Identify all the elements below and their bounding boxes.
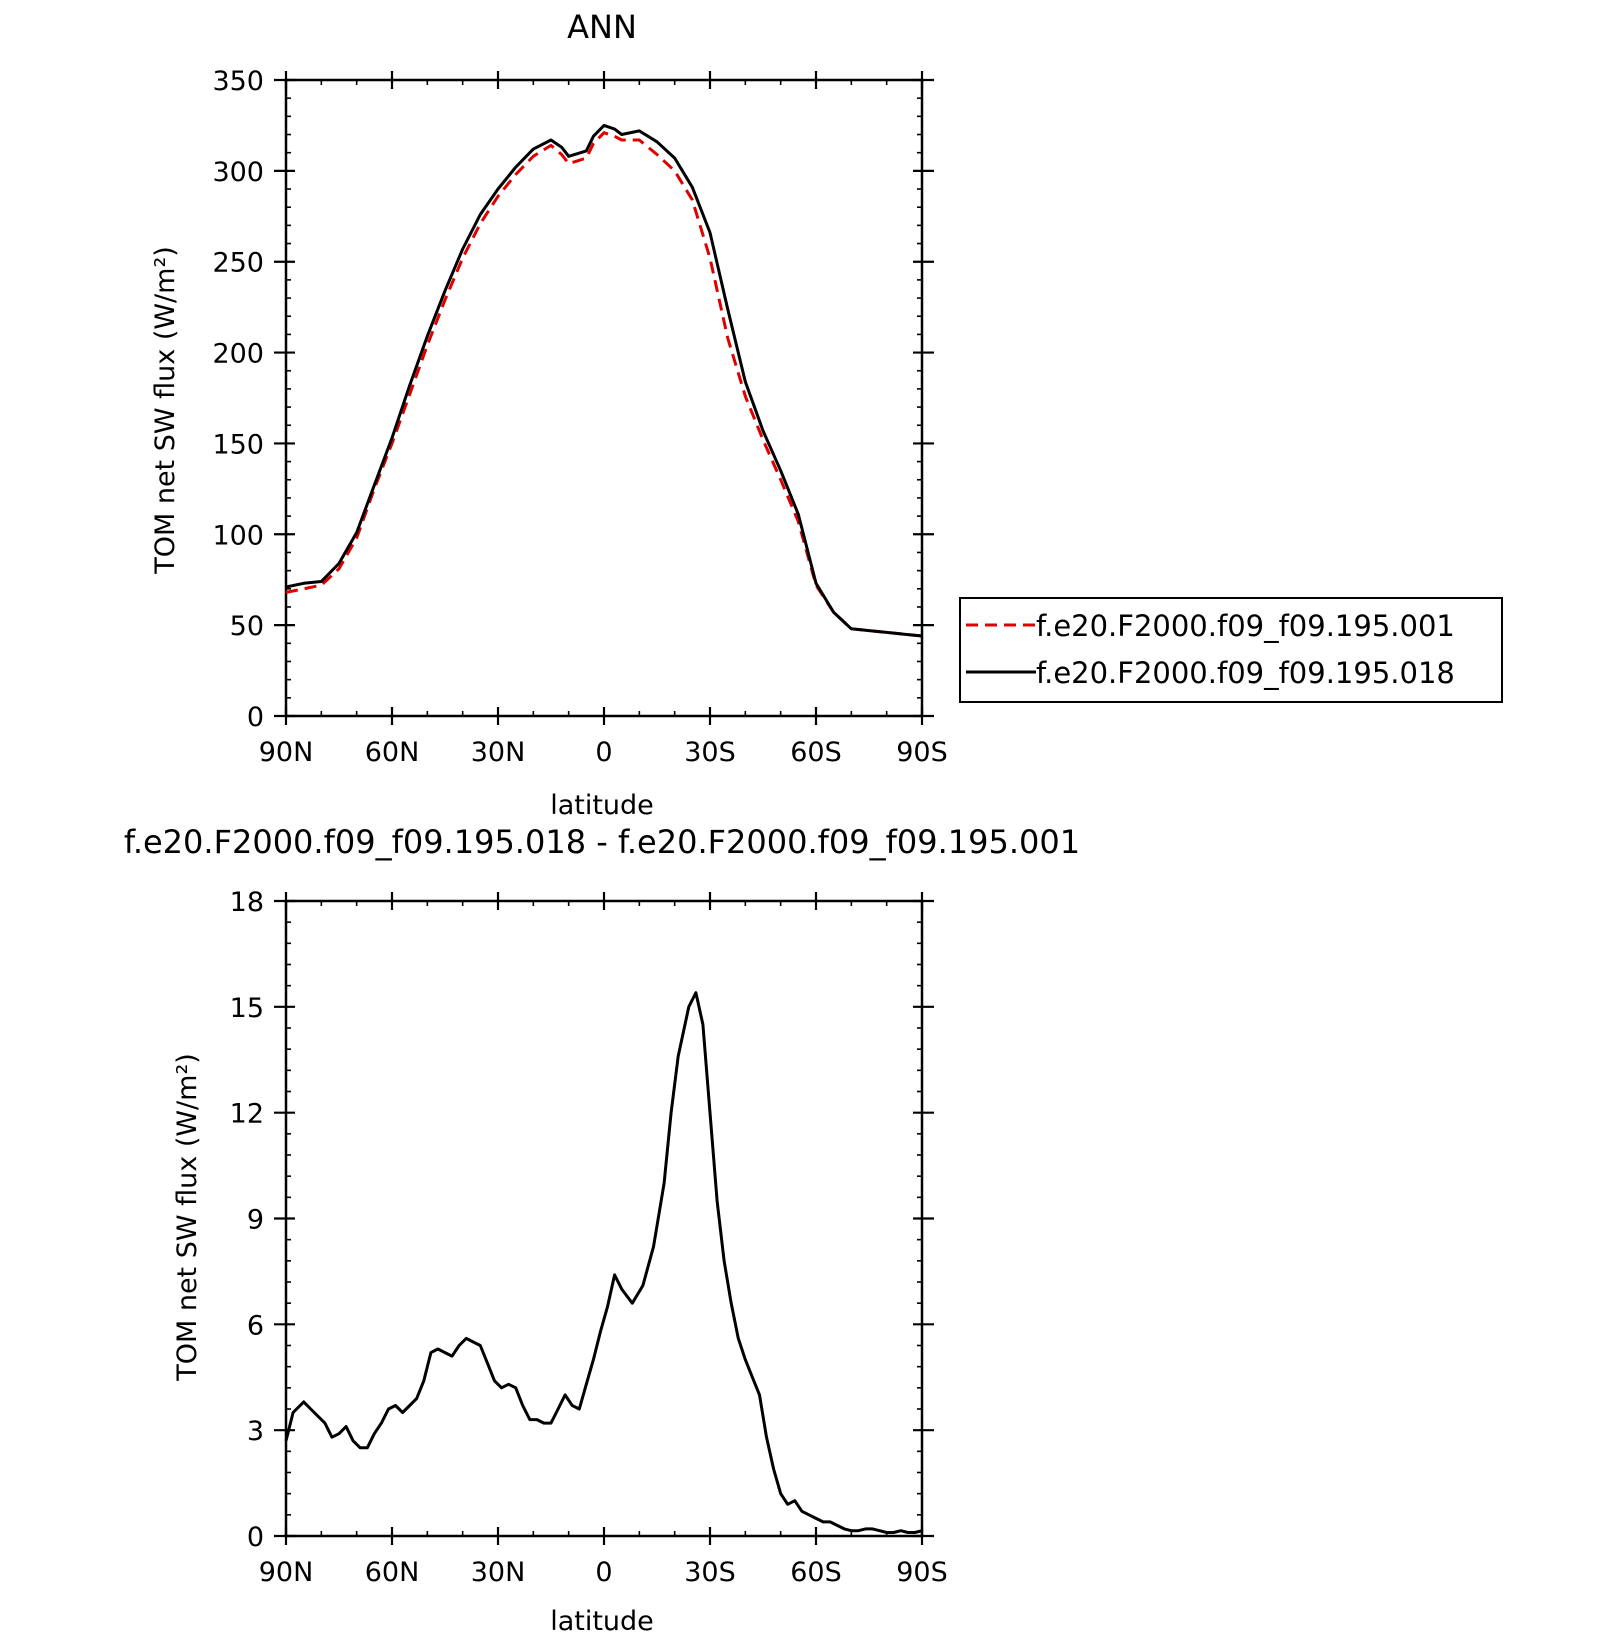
bottom-ytick-label: 6 (247, 1310, 264, 1341)
top-frame (284, 78, 924, 718)
top-panel-title: ANN (567, 8, 637, 46)
top-ytick-label: 150 (212, 429, 264, 460)
bottom-xtick-label: 0 (595, 1557, 612, 1588)
top-series-line-1 (285, 131, 923, 638)
bottom-xtick-label: 90S (896, 1557, 948, 1588)
top-ytick-label: 300 (212, 157, 264, 188)
bottom-xtick-label: 60S (790, 1557, 842, 1588)
bottom-xtick-label: 30S (684, 1557, 736, 1588)
bottom-yaxis-label: TOM net SW flux (W/m²) (172, 1053, 203, 1382)
top-xtick-label: 0 (595, 737, 612, 768)
top-xaxis-label: latitude (550, 790, 654, 821)
legend-entry-2: f.e20.F2000.f09_f09.195.018 (1036, 656, 1455, 690)
top-legend: f.e20.F2000.f09_f09.195.001 f.e20.F2000.… (959, 597, 1503, 703)
top-ytick-label: 250 (212, 248, 264, 279)
bottom-ytick-label: 15 (230, 993, 264, 1024)
bottom-ytick-label: 12 (230, 1099, 264, 1130)
bottom-ytick-label: 0 (247, 1522, 264, 1553)
top-xtick-label: 90N (259, 737, 314, 768)
bottom-ytick-label: 9 (247, 1205, 264, 1236)
bottom-xaxis-label: latitude (550, 1606, 654, 1635)
top-ytick-label: 50 (230, 611, 264, 642)
legend-box (959, 597, 1503, 703)
bottom-panel: f.e20.F2000.f09_f09.195.018 - f.e20.F200… (124, 823, 1080, 1635)
bottom-frame (284, 899, 924, 1538)
top-xtick-label: 30N (471, 737, 526, 768)
legend-entry-1: f.e20.F2000.f09_f09.195.001 (1036, 609, 1455, 643)
bottom-xtick-label: 90N (259, 1557, 314, 1588)
bottom-series-line-1 (284, 991, 923, 1534)
bottom-xtick-label: 30N (471, 1557, 526, 1588)
bottom-ytick-label: 18 (230, 887, 264, 918)
top-ytick-label: 200 (212, 339, 264, 370)
bottom-panel-title: f.e20.F2000.f09_f09.195.018 - f.e20.F200… (124, 823, 1080, 861)
top-xtick-label: 60N (365, 737, 420, 768)
bottom-plot-area: 90N 60N 30N 0 30S 60S 90S 0 3 6 9 12 15 18 (230, 887, 948, 1588)
top-xtick-label: 30S (684, 737, 736, 768)
top-series-line-2 (285, 123, 923, 638)
top-xtick-label: 60S (790, 737, 842, 768)
bottom-xtick-label: 60N (365, 1557, 420, 1588)
top-panel: ANN 90N 60N 30N 0 30S 60S 90S 0 50 100 150 200 250 30… (150, 8, 1503, 821)
top-xtick-label: 90S (896, 737, 948, 768)
bottom-ytick-label: 3 (247, 1416, 264, 1447)
top-yaxis-label: TOM net SW flux (W/m²) (150, 246, 181, 575)
top-ytick-label: 350 (212, 66, 264, 97)
top-plot-area: 90N 60N 30N 0 30S 60S 90S 0 50 100 150 200 250 300 350 (212, 66, 947, 768)
top-ytick-label: 100 (212, 520, 264, 551)
top-ytick-label: 0 (247, 702, 264, 733)
